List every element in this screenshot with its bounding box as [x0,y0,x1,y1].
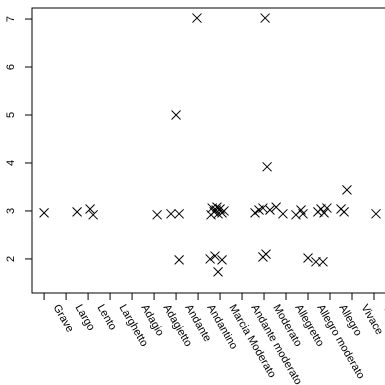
point [339,207,349,217]
point [318,256,328,267]
point [174,208,184,219]
point [39,208,49,218]
point [311,256,321,267]
y-tick-label: 7 [5,16,17,22]
point [72,207,82,217]
point [298,208,308,219]
y-tick-label: 2 [5,256,17,262]
y-tick-label: 4 [5,160,17,166]
point [278,208,288,219]
point [371,208,381,219]
point [217,255,227,265]
point [260,13,270,23]
point [174,255,184,265]
point [192,13,202,23]
point [250,208,260,218]
point [316,204,326,214]
x-tick-label: Grave [50,303,75,335]
y-tick-label: 6 [5,64,17,70]
point [88,209,98,220]
point [210,251,220,261]
point [262,161,272,172]
point [219,206,229,216]
plot-frame [31,7,385,294]
y-tick-label: 5 [5,112,17,118]
point [85,204,95,214]
point [322,203,332,213]
point [265,205,275,215]
point [342,184,352,195]
x-tick-label: Largo [72,303,96,333]
point [213,267,223,277]
point [152,209,162,220]
point [171,110,181,120]
point [212,202,222,212]
point [258,203,268,213]
point [166,208,176,219]
point [319,208,329,218]
point [303,253,313,263]
point [206,209,216,220]
point [205,254,216,264]
point [261,249,271,259]
x-tick-label: Lento [94,303,118,333]
y-tick-label: 3 [5,208,17,214]
